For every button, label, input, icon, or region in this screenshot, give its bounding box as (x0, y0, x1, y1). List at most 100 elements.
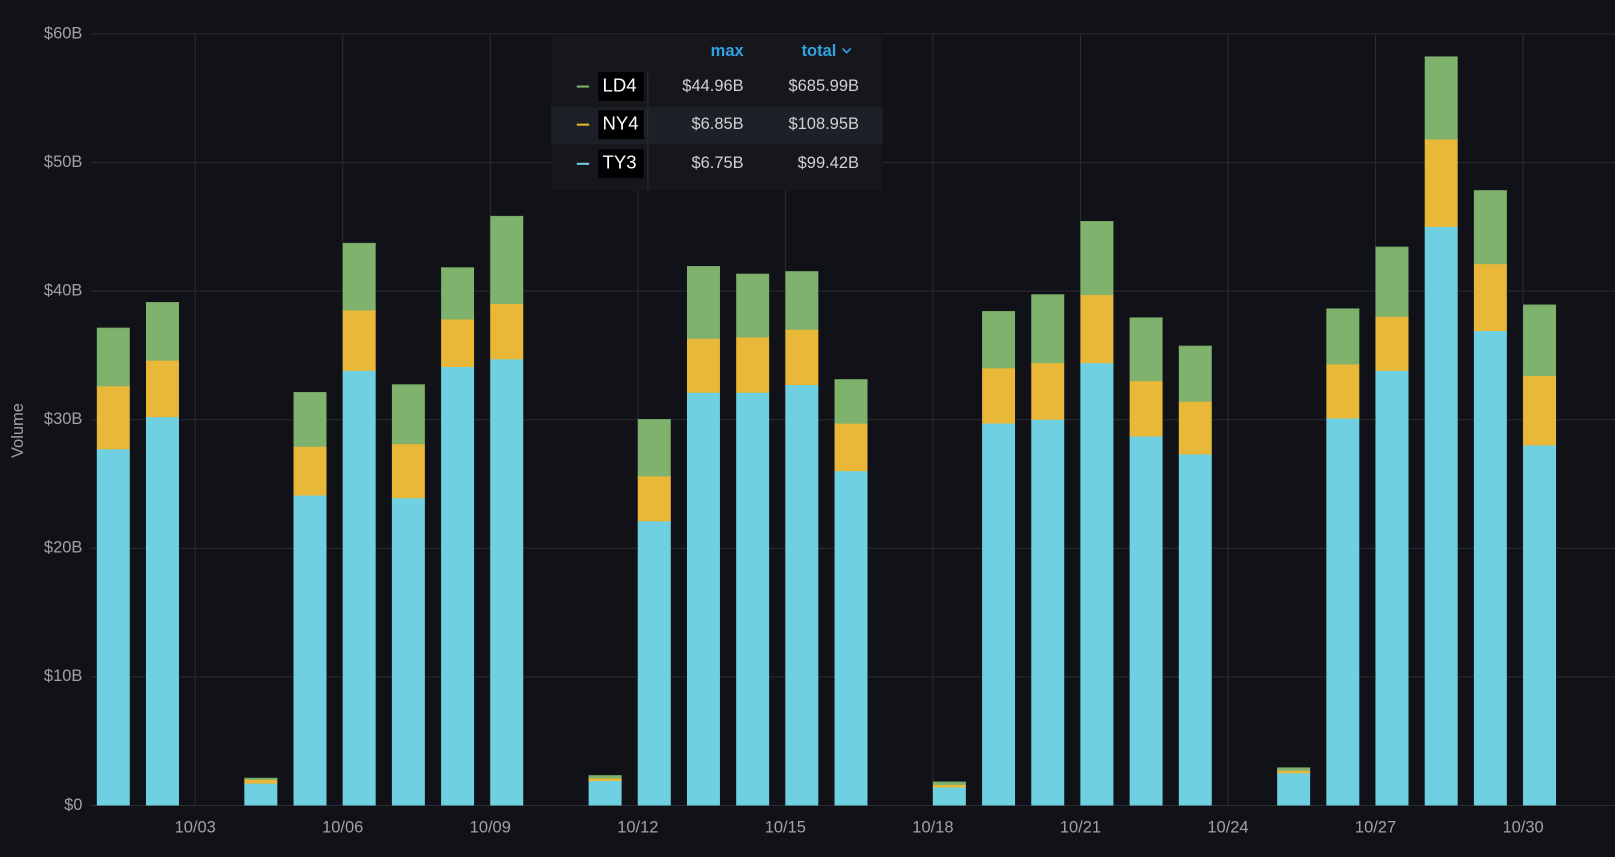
legend-column-header[interactable]: total (802, 42, 837, 60)
bar-segment (145, 302, 179, 361)
bar-segment (1523, 305, 1557, 377)
bar-segment (1375, 247, 1409, 317)
bar-segment (1178, 346, 1212, 402)
bar-segment (637, 419, 671, 477)
y-tick-label: $10B (44, 667, 82, 685)
x-tick-label: 10/30 (1502, 818, 1543, 836)
bar-segment (588, 778, 622, 782)
x-tick-label: 10/24 (1207, 818, 1248, 836)
bar-segment (391, 498, 425, 806)
bar-segment (96, 449, 130, 806)
bar-segment (441, 268, 475, 320)
bar-segment (490, 359, 524, 806)
x-tick-label: 10/03 (175, 818, 216, 836)
legend-total: $108.95B (788, 115, 859, 133)
bar-segment (637, 476, 671, 522)
bar-segment (686, 392, 720, 806)
x-tick-label: 10/06 (322, 818, 363, 836)
bar-segment (686, 266, 720, 339)
bar-segment (785, 271, 819, 330)
legend: max total LD4 $44.96B $685.99B NY4 $6.85B $108.… (551, 34, 883, 191)
bar-segment (1080, 363, 1114, 806)
bar-segment (1375, 370, 1409, 806)
bar-segment (834, 423, 868, 472)
x-tick-label: 10/27 (1355, 818, 1396, 836)
bar-segment (1473, 331, 1507, 806)
bar-segment (982, 368, 1016, 424)
bar-segment (932, 784, 966, 788)
bar-segment (1375, 316, 1409, 371)
bar-segment (293, 446, 327, 496)
bar-segment (391, 444, 425, 499)
bar-segment (982, 311, 1016, 369)
bar-segment (1129, 436, 1163, 806)
x-tick-label: 10/09 (470, 818, 511, 836)
bar-segment (1326, 364, 1360, 419)
plot-area: $0 $10B $20B $30B $40B $50B $60B 10/03 10/06 10/0… (44, 24, 1615, 836)
bar-segment (244, 779, 278, 784)
bar-segment (982, 423, 1016, 806)
legend-total: $99.42B (798, 154, 859, 172)
bar-segment (391, 385, 425, 445)
legend-name[interactable]: LD4 (603, 74, 637, 95)
bar-segment (293, 495, 327, 806)
bar-segment (145, 360, 179, 418)
bar-segment (1326, 418, 1360, 806)
legend-name-bg (598, 72, 644, 101)
bar-segment (441, 367, 475, 806)
bar-segment (293, 392, 327, 447)
x-tick-label: 10/12 (617, 818, 658, 836)
bar-segment (1523, 376, 1557, 446)
legend-name[interactable]: TY3 (603, 152, 637, 173)
legend-max: $6.85B (691, 115, 743, 133)
bar-segment (1031, 295, 1065, 364)
bar-segment (342, 370, 376, 806)
x-tick-label: 10/18 (912, 818, 953, 836)
bar-segment (145, 417, 179, 806)
bar-segment (834, 471, 868, 806)
bar-segment (785, 329, 819, 386)
bar-segment (441, 319, 475, 368)
bar-segment (1031, 419, 1065, 806)
bar-segment (1424, 57, 1458, 140)
legend-name-bg (598, 110, 644, 140)
y-tick-label: $0 (64, 796, 82, 814)
legend-column-header[interactable]: max (711, 42, 745, 60)
bar-segment (736, 392, 770, 806)
bar-segment (1031, 363, 1065, 420)
legend-max: $44.96B (682, 77, 743, 95)
bar-segment (588, 775, 622, 779)
bar-segment (932, 787, 966, 806)
bar-segment (1129, 381, 1163, 437)
y-axis-label: Volume (9, 403, 27, 458)
bar-segment (342, 243, 376, 311)
bar-segment (932, 782, 966, 785)
bar-segment (1473, 264, 1507, 332)
bar-segment (1178, 454, 1212, 806)
x-tick-label: 10/21 (1060, 818, 1101, 836)
bar-segment (1523, 445, 1557, 806)
bar-segment (736, 274, 770, 338)
y-tick-label: $60B (44, 24, 82, 42)
bar-segment (1277, 770, 1311, 774)
bar-segment (588, 781, 622, 806)
bar-segment (1424, 226, 1458, 806)
legend-name[interactable]: NY4 (603, 113, 639, 134)
bar-segment (1080, 295, 1114, 364)
bar-segment (637, 521, 671, 806)
x-tick-label: 10/15 (765, 818, 806, 836)
bar-segment (1277, 768, 1311, 771)
bar-segment (1277, 773, 1311, 806)
bar-segment (834, 379, 868, 424)
bar-segment (1424, 139, 1458, 227)
legend-name-bg (598, 149, 644, 179)
bar-segment (1080, 221, 1114, 296)
bar-segment (490, 216, 524, 305)
bar-segment (1178, 401, 1212, 455)
bar-segment (96, 386, 130, 450)
sort-icon[interactable] (841, 47, 852, 54)
y-tick-label: $40B (44, 282, 82, 300)
legend-total: $685.99B (788, 77, 859, 95)
